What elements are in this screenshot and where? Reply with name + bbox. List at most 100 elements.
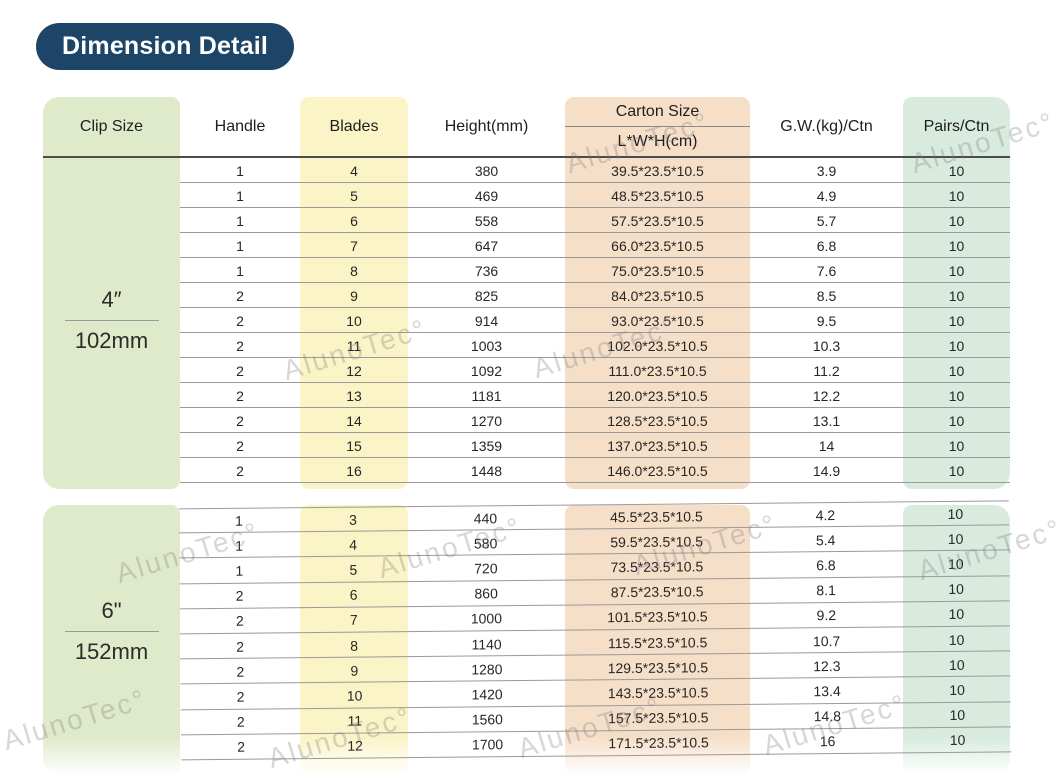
- cell-pairs: 10: [948, 212, 965, 229]
- title-badge: Dimension Detail: [36, 23, 295, 70]
- cell-height: 558: [474, 212, 499, 229]
- header-clip-size-label: Clip Size: [79, 118, 144, 135]
- cell-pairs: 10: [948, 262, 965, 279]
- cell-carton-size: 48.5*23.5*10.5: [611, 187, 704, 204]
- clip-mm-value: 152mm: [74, 638, 149, 664]
- cell-handle: 1: [236, 262, 244, 279]
- cell-carton-size: 120.0*23.5*10.5: [607, 387, 708, 404]
- cell-handle: 2: [236, 663, 245, 680]
- cell-pairs: 10: [948, 237, 965, 254]
- cell-blades: 7: [349, 611, 358, 629]
- cell-gw: 4.9: [816, 187, 837, 204]
- table-row: 2 14 1270 128.5*23.5*10.5 13.1 10: [43, 408, 1010, 433]
- cell-height: 469: [474, 187, 499, 204]
- clip-inch-value: 6": [101, 597, 122, 623]
- cell-pairs: 10: [949, 732, 966, 749]
- cell-height: 914: [474, 312, 499, 329]
- cell-pairs: 10: [948, 387, 965, 404]
- header-gw-label: G.W.(kg)/Ctn: [780, 118, 873, 135]
- header-pairs-label: Pairs/Ctn: [923, 118, 990, 135]
- cell-handle: 2: [236, 713, 245, 730]
- cell-carton-size: 73.5*23.5*10.5: [610, 558, 704, 576]
- table-row: 1 5 469 48.5*23.5*10.5 4.9 10: [43, 183, 1010, 208]
- cell-blades: 5: [350, 187, 358, 204]
- cell-height: 1092: [470, 362, 503, 379]
- clip-size-label-6in: 6" 152mm: [43, 505, 180, 757]
- cell-gw: 6.8: [816, 556, 836, 574]
- cell-carton-size: 115.5*23.5*10.5: [607, 633, 708, 651]
- cell-carton-size: 102.0*23.5*10.5: [607, 337, 708, 354]
- cell-blades: 6: [349, 586, 358, 603]
- cell-pairs: 10: [949, 706, 966, 724]
- header-clip-size: Clip Size: [43, 97, 180, 157]
- pairs-band: [903, 97, 1010, 489]
- cell-gw: 12.3: [813, 657, 841, 674]
- table-row: 2 13 1181 120.0*23.5*10.5 12.2 10: [43, 383, 1010, 408]
- cell-blades: 10: [346, 687, 363, 704]
- cell-pairs: 10: [948, 656, 965, 673]
- clip-inch-value: 4″: [101, 287, 122, 312]
- cell-blades: 8: [350, 262, 358, 279]
- cell-height: 1280: [471, 660, 503, 678]
- header-carton-size-units: L*W*H(cm): [565, 127, 750, 157]
- blades-band: [300, 97, 408, 489]
- header-handle: Handle: [180, 97, 300, 157]
- cell-handle: 1: [236, 237, 244, 254]
- cell-carton-size: 57.5*23.5*10.5: [611, 212, 704, 229]
- cell-blades: 10: [346, 312, 362, 329]
- table-row: 2 12 1092 111.0*23.5*10.5 11.2 10: [43, 358, 1010, 383]
- cell-handle: 1: [234, 512, 243, 529]
- clip-size-band: [43, 97, 180, 489]
- cell-height: 647: [474, 237, 499, 254]
- cell-height: 380: [474, 162, 499, 179]
- cell-handle: 2: [236, 337, 244, 354]
- cell-blades: 13: [346, 387, 362, 404]
- cell-gw: 5.4: [815, 531, 836, 548]
- cell-handle: 2: [236, 312, 244, 329]
- cell-handle: 2: [236, 362, 244, 379]
- header-carton-sub-label: L*W*H(cm): [617, 133, 698, 150]
- cell-carton-size: 93.0*23.5*10.5: [611, 312, 704, 329]
- cell-carton-size: 87.5*23.5*10.5: [610, 583, 704, 601]
- cell-pairs: 10: [948, 631, 965, 648]
- cell-handle: 2: [235, 613, 244, 630]
- cell-handle: 1: [236, 212, 244, 229]
- cell-handle: 2: [237, 738, 246, 756]
- cell-blades: 6: [350, 212, 358, 229]
- cell-height: 1000: [470, 610, 503, 627]
- dimension-table: Clip Size Handle Blades Height(mm) Carto…: [43, 97, 1010, 775]
- cell-pairs: 10: [948, 312, 965, 329]
- cell-handle: 1: [235, 562, 244, 579]
- cell-blades: 11: [347, 712, 363, 729]
- cell-blades: 3: [348, 511, 357, 528]
- cell-height: 440: [473, 509, 498, 527]
- cell-pairs: 10: [948, 187, 965, 204]
- cell-carton-size: 59.5*23.5*10.5: [610, 533, 704, 550]
- table-row: 2 11 1003 102.0*23.5*10.5 10.3 10: [43, 333, 1010, 358]
- cell-gw: 4.2: [815, 506, 836, 523]
- cell-carton-size: 129.5*23.5*10.5: [607, 658, 709, 676]
- cell-pairs: 10: [948, 337, 965, 354]
- cell-height: 1560: [471, 711, 504, 728]
- cell-gw: 10.7: [812, 632, 841, 649]
- cell-handle: 2: [236, 462, 244, 479]
- cell-handle: 2: [235, 587, 244, 604]
- cell-carton-size: 111.0*23.5*10.5: [608, 362, 707, 379]
- table-row: 1 8 736 75.0*23.5*10.5 7.6 10: [43, 258, 1010, 283]
- cell-gw: 14: [818, 437, 835, 454]
- cell-gw: 6.8: [816, 237, 837, 254]
- cell-pairs: 10: [948, 162, 965, 179]
- cell-blades: 4: [350, 162, 358, 179]
- cell-pairs: 10: [948, 412, 965, 429]
- cell-gw: 14.9: [812, 462, 841, 479]
- header-blades-label: Blades: [329, 118, 379, 135]
- cell-pairs: 10: [947, 505, 964, 522]
- cell-carton-size: 39.5*23.5*10.5: [611, 162, 704, 179]
- cell-handle: 1: [236, 187, 244, 204]
- cell-gw: 7.6: [816, 262, 837, 279]
- cell-handle: 2: [236, 287, 244, 304]
- cell-height: 1448: [470, 462, 503, 479]
- table-header: Clip Size Handle Blades Height(mm) Carto…: [43, 97, 1010, 158]
- cell-height: 1003: [470, 337, 503, 354]
- cell-handle: 2: [236, 412, 244, 429]
